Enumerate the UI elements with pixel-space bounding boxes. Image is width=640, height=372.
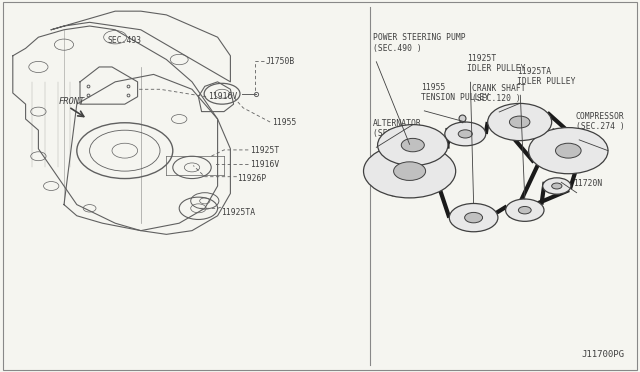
Circle shape xyxy=(364,144,456,198)
Circle shape xyxy=(556,143,581,158)
Text: 11916V: 11916V xyxy=(208,92,237,101)
Circle shape xyxy=(465,212,483,223)
Text: 11955: 11955 xyxy=(272,118,296,127)
Text: J1750B: J1750B xyxy=(266,57,295,65)
Text: 11955
TENSION PULLEY: 11955 TENSION PULLEY xyxy=(421,83,490,102)
Text: SEC.493: SEC.493 xyxy=(108,36,142,45)
Text: 11925T: 11925T xyxy=(250,146,279,155)
Circle shape xyxy=(529,128,608,174)
Circle shape xyxy=(506,199,544,221)
Text: CRANK SHAFT
(SEC.120 ): CRANK SHAFT (SEC.120 ) xyxy=(472,84,526,103)
Circle shape xyxy=(401,138,424,152)
Text: J11700PG: J11700PG xyxy=(581,350,624,359)
Circle shape xyxy=(552,183,562,189)
Circle shape xyxy=(378,125,448,166)
Circle shape xyxy=(394,162,426,180)
Circle shape xyxy=(445,122,486,146)
Text: 11720N: 11720N xyxy=(573,179,603,187)
Text: 11925T
IDLER PULLEY: 11925T IDLER PULLEY xyxy=(467,54,525,73)
Circle shape xyxy=(458,130,472,138)
Circle shape xyxy=(518,206,531,214)
Text: 11916V: 11916V xyxy=(250,160,279,169)
Text: 11926P: 11926P xyxy=(237,174,266,183)
Text: POWER STEERING PUMP
(SEC.490 ): POWER STEERING PUMP (SEC.490 ) xyxy=(373,33,466,53)
Circle shape xyxy=(488,103,552,141)
Circle shape xyxy=(449,203,498,232)
Text: 11925TA
IDLER PULLEY: 11925TA IDLER PULLEY xyxy=(517,67,575,86)
Text: COMPRESSOR
(SEC.274 ): COMPRESSOR (SEC.274 ) xyxy=(576,112,625,131)
Circle shape xyxy=(509,116,530,128)
Circle shape xyxy=(543,178,571,194)
Text: ALTERNATOR
(SEC.231 ): ALTERNATOR (SEC.231 ) xyxy=(373,119,422,138)
Text: 11925TA: 11925TA xyxy=(221,208,255,217)
Text: FRONT: FRONT xyxy=(59,97,85,106)
